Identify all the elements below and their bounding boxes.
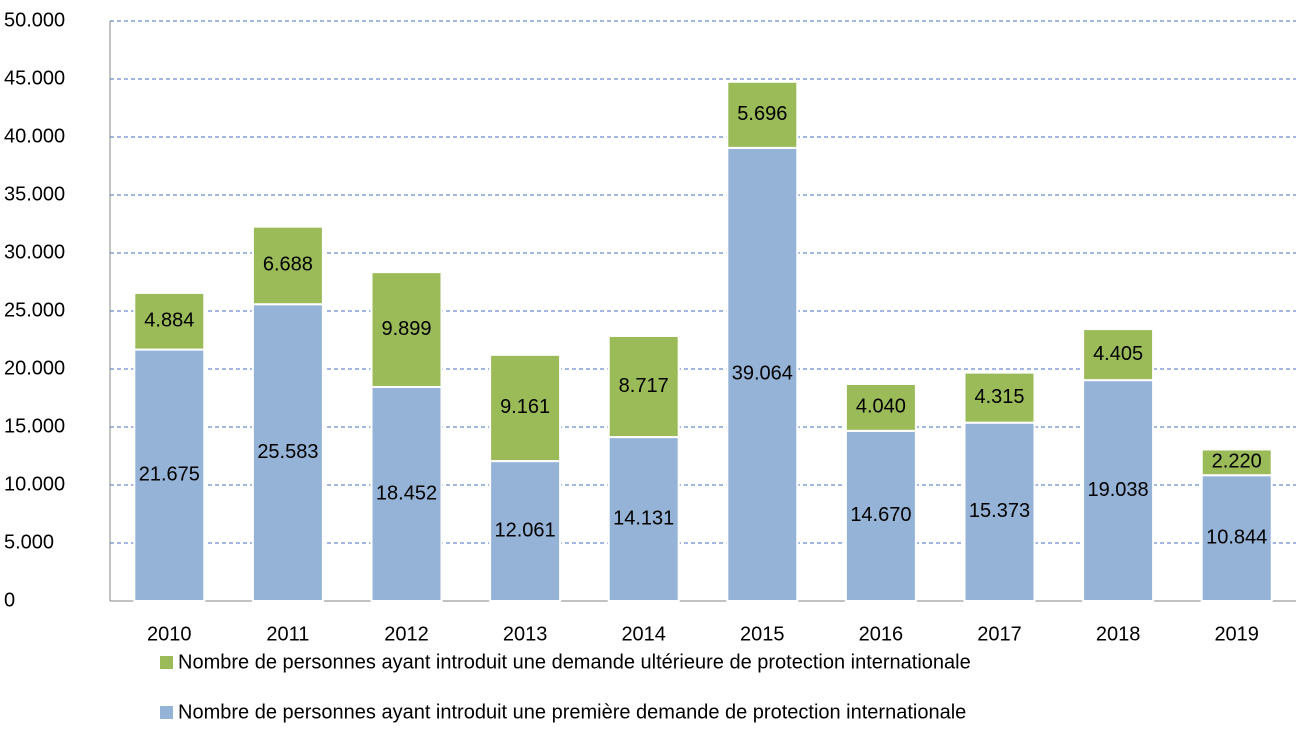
data-label: 4.040 bbox=[856, 396, 906, 418]
legend-label: Nombre de personnes ayant introduit une … bbox=[178, 651, 971, 673]
data-label: 14.131 bbox=[613, 507, 674, 529]
bar-segment bbox=[963, 421, 1036, 602]
bar-segment bbox=[726, 146, 799, 602]
x-tick-label: 2019 bbox=[1214, 623, 1259, 645]
y-tick-label: 10.000 bbox=[4, 473, 65, 495]
bar-segment bbox=[607, 334, 680, 439]
data-label: 6.688 bbox=[263, 254, 313, 276]
x-tick-label: 2017 bbox=[977, 623, 1022, 645]
y-tick-label: 0 bbox=[4, 589, 15, 611]
x-tick-label: 2014 bbox=[621, 623, 666, 645]
bar-segment bbox=[607, 436, 680, 603]
legend-swatch bbox=[160, 706, 173, 719]
bar-segment bbox=[1082, 379, 1155, 603]
x-tick-label: 2011 bbox=[266, 623, 309, 645]
data-label: 4.884 bbox=[144, 310, 194, 332]
bar-segment bbox=[963, 371, 1036, 424]
y-tick-label: 5.000 bbox=[4, 531, 54, 553]
data-label: 18.452 bbox=[376, 482, 437, 504]
data-label: 9.161 bbox=[500, 396, 550, 418]
data-label: 19.038 bbox=[1088, 479, 1149, 501]
data-label: 12.061 bbox=[495, 519, 556, 541]
data-label: 4.315 bbox=[974, 386, 1024, 408]
data-label: 39.064 bbox=[732, 363, 793, 385]
data-label: 4.405 bbox=[1093, 343, 1143, 365]
x-tick-label: 2012 bbox=[384, 623, 429, 645]
y-tick-label: 35.000 bbox=[4, 183, 65, 205]
y-tick-label: 45.000 bbox=[4, 67, 65, 89]
bar-segment bbox=[1200, 474, 1273, 602]
bar-segment bbox=[1082, 328, 1155, 382]
y-tick-label: 20.000 bbox=[4, 357, 65, 379]
legend-swatch bbox=[160, 656, 173, 669]
data-label: 14.670 bbox=[850, 504, 911, 526]
data-label: 10.844 bbox=[1206, 526, 1267, 548]
bar-segment bbox=[370, 271, 443, 388]
bar-segment bbox=[251, 303, 324, 602]
bar-segment bbox=[251, 225, 324, 306]
legend-label: Nombre de personnes ayant introduit une … bbox=[178, 701, 966, 723]
data-label: 15.373 bbox=[969, 500, 1030, 522]
y-tick-label: 50.000 bbox=[4, 9, 65, 31]
y-tick-label: 25.000 bbox=[4, 299, 65, 321]
data-label: 9.899 bbox=[381, 318, 431, 340]
bar-segment bbox=[489, 353, 562, 463]
y-tick-label: 30.000 bbox=[4, 241, 65, 263]
bar-segment bbox=[1200, 448, 1273, 477]
bar-segment bbox=[489, 460, 562, 602]
x-tick-label: 2015 bbox=[740, 623, 785, 645]
data-label: 8.717 bbox=[619, 375, 669, 397]
bar-segment bbox=[370, 385, 443, 602]
data-label: 21.675 bbox=[139, 464, 200, 486]
x-tick-label: 2016 bbox=[859, 623, 904, 645]
data-label: 25.583 bbox=[257, 441, 318, 463]
x-tick-label: 2010 bbox=[147, 623, 192, 645]
y-tick-label: 15.000 bbox=[4, 415, 65, 437]
data-label: 5.696 bbox=[737, 103, 787, 125]
bar-segment bbox=[844, 382, 917, 432]
x-tick-label: 2018 bbox=[1096, 623, 1141, 645]
data-label: 2.220 bbox=[1212, 451, 1262, 473]
bar-segment bbox=[133, 291, 206, 351]
y-tick-label: 40.000 bbox=[4, 125, 65, 147]
x-tick-label: 2013 bbox=[503, 623, 548, 645]
bar-segment bbox=[726, 80, 799, 149]
bar-segment bbox=[844, 429, 917, 602]
